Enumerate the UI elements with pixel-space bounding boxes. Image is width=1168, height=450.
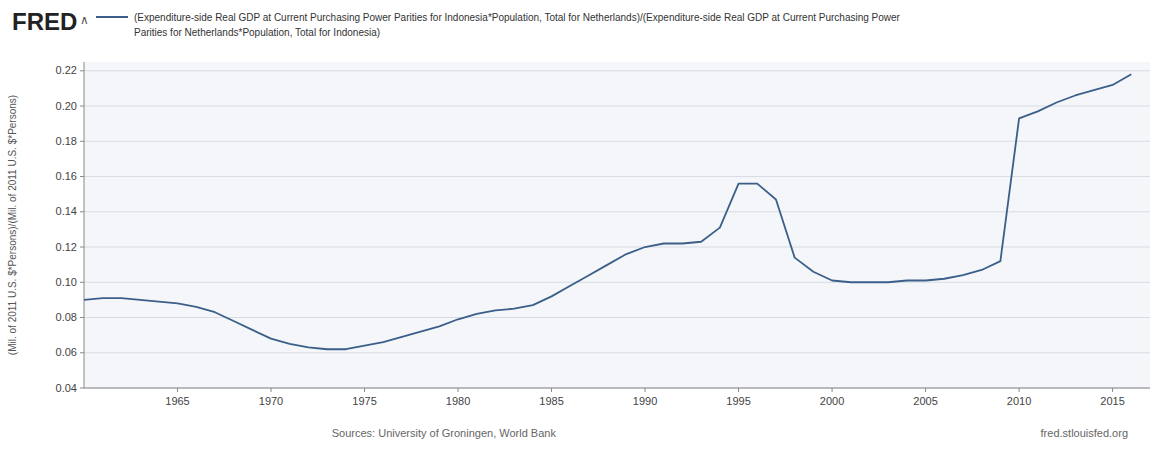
tick: [80, 247, 84, 248]
tick-label: 2010: [1007, 395, 1031, 407]
tick-label: 2015: [1100, 395, 1124, 407]
tick-label: 1985: [539, 395, 563, 407]
tick: [80, 352, 84, 353]
tick-label: 1980: [446, 395, 470, 407]
tick-label: 0.10: [56, 276, 77, 288]
tick-label: 1995: [726, 395, 750, 407]
tick: [738, 388, 739, 392]
tick-label: 1965: [165, 395, 189, 407]
grid-line: [84, 352, 1150, 353]
grid-line: [84, 282, 1150, 283]
tick-label: 0.16: [56, 170, 77, 182]
grid-line: [84, 247, 1150, 248]
tick: [80, 176, 84, 177]
tick-label: 0.06: [56, 346, 77, 358]
tick: [80, 317, 84, 318]
plot-area: [84, 62, 1150, 388]
line: [84, 74, 1131, 349]
tick-label: 2000: [820, 395, 844, 407]
x-axis-line: [84, 388, 1150, 389]
tick-label: 0.20: [56, 100, 77, 112]
tick: [177, 388, 178, 392]
grid-line: [84, 211, 1150, 212]
tick: [1112, 388, 1113, 392]
tick: [80, 106, 84, 107]
chart: FRED∧ (Expenditure-side Real GDP at Curre…: [0, 0, 1168, 450]
y-axis: 0.04 0.06 0.08 0.10 0.12 0.14 0.16 0.18 0.20 0.22: [56, 64, 84, 393]
tick: [80, 70, 84, 71]
tick-label: 0.08: [56, 311, 77, 323]
brand: FRED: [12, 8, 77, 35]
subtitle: Parities for Netherlands*Population, Tot…: [134, 27, 380, 38]
tick-label: 2005: [913, 395, 937, 407]
tick-label: 0.22: [56, 64, 77, 76]
tick: [645, 388, 646, 392]
tick-label: 1970: [259, 395, 283, 407]
source-url: fred.stlouisfed.org: [1041, 427, 1128, 439]
grid-line: [84, 176, 1150, 177]
tick: [832, 388, 833, 392]
tick: [80, 211, 84, 212]
tick: [925, 388, 926, 392]
legend-swatch: [96, 16, 128, 18]
tick-label: 0.04: [56, 382, 77, 394]
grid-line: [84, 317, 1150, 318]
grid: [84, 71, 1150, 388]
source: Sources: University of Groningen, World …: [332, 427, 557, 439]
grid-line: [84, 141, 1150, 142]
tick: [364, 388, 365, 392]
title: (Expenditure-side Real GDP at Current Pu…: [134, 12, 901, 23]
series: [84, 74, 1131, 349]
grid-line: [84, 70, 1150, 71]
tick-label: 1990: [633, 395, 657, 407]
tick-label: 1975: [352, 395, 376, 407]
icon: ∧: [80, 13, 89, 27]
tick: [458, 388, 459, 392]
y-axis-line: [84, 62, 85, 388]
tick: [80, 282, 84, 283]
tick: [271, 388, 272, 392]
tick-label: 0.12: [56, 241, 77, 253]
tick: [80, 388, 84, 389]
tick-label: 0.18: [56, 135, 77, 147]
grid-line: [84, 106, 1150, 107]
x-axis: 1965 1970 1975 1980 1985 1990 1995 2000 2005 2010…: [165, 388, 1125, 407]
tick: [80, 141, 84, 142]
grid-line: [84, 388, 1150, 389]
tick: [1019, 388, 1020, 392]
tick-label: 0.14: [56, 205, 77, 217]
tick: [551, 388, 552, 392]
y-axis-label: (Mil. of 2011 U.S. $*Persons)/(Mil. of 2…: [7, 95, 18, 355]
